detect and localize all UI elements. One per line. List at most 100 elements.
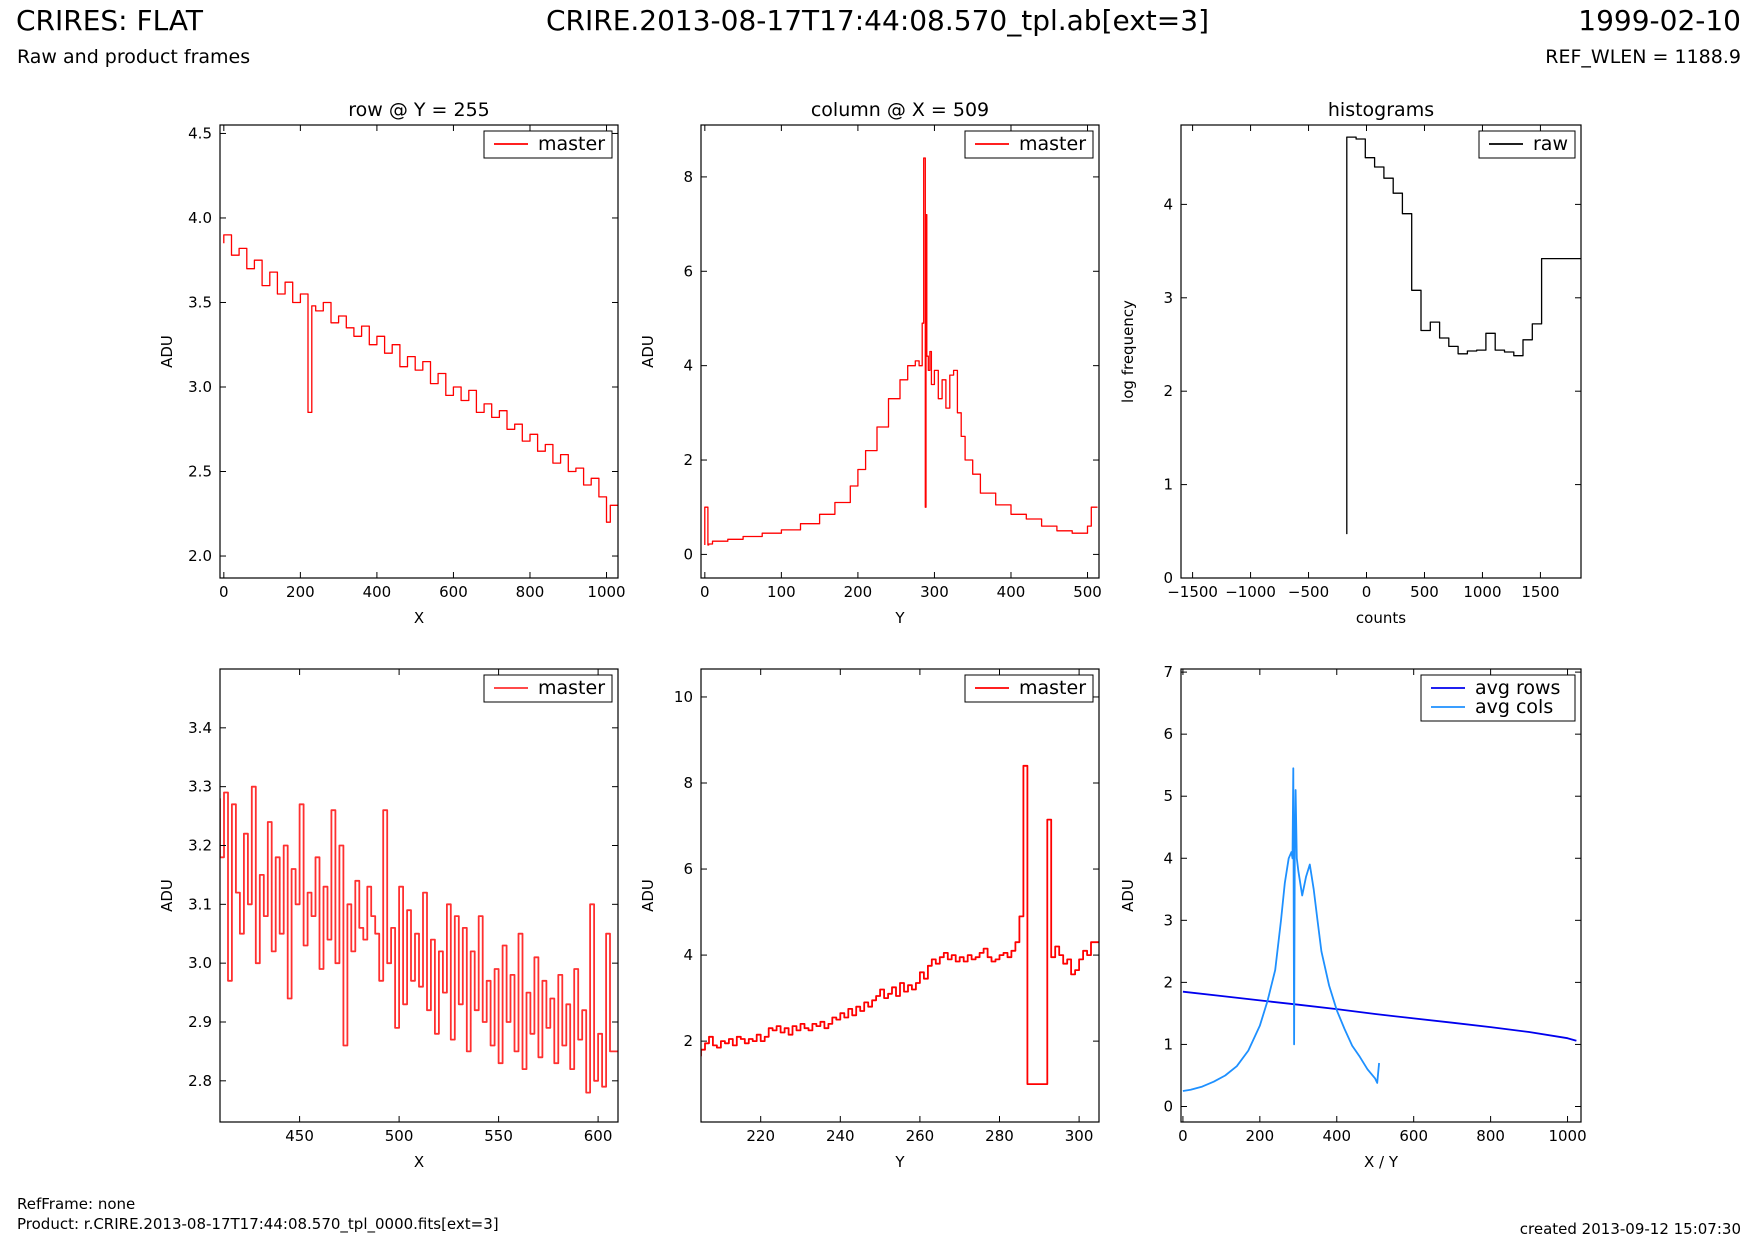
chart-title: histograms: [1328, 99, 1434, 121]
x-tick-label: 550: [484, 1127, 513, 1145]
y-tick-label: 0: [683, 545, 693, 563]
series-line-avg-rows: [1182, 990, 1577, 1042]
x-tick-label: 800: [1476, 1127, 1505, 1145]
series-group: [1346, 136, 1581, 535]
x-tick-label: 300: [920, 583, 949, 601]
plot-frame: [219, 668, 619, 1123]
created-timestamp: created 2013-09-12 15:07:30: [1519, 1220, 1741, 1238]
file-name-title: CRIRE.2013-08-17T17:44:08.570_tpl.ab[ext…: [545, 4, 1209, 37]
chart-row-full: 0 200 400 600 800 1000 2.0 2.5 3.0 3.5 4.0 4.5 row @…: [158, 99, 626, 627]
x-tick-label: 1000: [587, 583, 625, 601]
x-tick-label: 0: [219, 583, 229, 601]
y-tick-label: 4: [683, 946, 693, 964]
chart-column-full: 0 100 200 300 400 500 0 2 4 6 8 column @ X = 509 Y AD…: [639, 99, 1102, 627]
x-tick-label: −1000: [1225, 583, 1276, 601]
legend-box: [1420, 674, 1576, 722]
plot-frame: [700, 668, 1100, 1123]
chart-column-zoom: 220 240 260 280 300 2 4 6 8 10 Y ADU master: [639, 668, 1100, 1171]
x-tick-label: 400: [363, 583, 392, 601]
y-tick-label: 3.0: [188, 378, 212, 396]
y-tick-label: 8: [683, 168, 693, 186]
legend: raw: [1478, 130, 1576, 159]
chart-histograms: −1500 −1000 −500 0 500 1000 1500 0 1 2 3 4 histogram…: [1119, 99, 1582, 627]
x-tick-label: 600: [1399, 1127, 1428, 1145]
chart-row-zoom: 450 500 550 600 2.8 2.9 3.0 3.1 3.2 3.3 3.4 X ADU mas…: [158, 668, 619, 1171]
legend-label: master: [538, 677, 605, 699]
y-tick-label: 1: [1163, 1035, 1173, 1053]
x-tick-label: 260: [906, 1127, 935, 1145]
y-tick-label: 2.0: [188, 547, 212, 565]
y-tick-label: 2.5: [188, 463, 212, 481]
x-axis-label: Y: [894, 609, 905, 627]
chart-averages: 0 200 400 600 800 1000 0 1 2 3 4 5 6 7 X / Y ADU avg row…: [1119, 663, 1587, 1171]
y-tick-label: 10: [674, 688, 693, 706]
x-axis-label: X: [414, 609, 424, 627]
y-tick-label: 4: [1163, 195, 1173, 213]
x-tick-label: 1000: [1548, 1127, 1586, 1145]
y-axis-label: log frequency: [1119, 300, 1137, 403]
y-tick-label: 2: [1163, 382, 1173, 400]
x-tick-label: 300: [1065, 1127, 1094, 1145]
y-axis-label: ADU: [158, 335, 176, 368]
y-tick-label: 8: [683, 774, 693, 792]
figure-title: CRIRES: FLAT: [16, 4, 203, 37]
y-tick-label: 4.5: [188, 124, 212, 142]
y-tick-label: 2.8: [188, 1072, 212, 1090]
x-tick-label: 600: [439, 583, 468, 601]
y-tick-label: 3.2: [188, 836, 212, 854]
x-tick-label: 240: [826, 1127, 855, 1145]
y-tick-label: 3.1: [188, 895, 212, 913]
x-tick-label: 1000: [1463, 583, 1501, 601]
observation-date: 1999-02-10: [1578, 4, 1741, 37]
x-tick-label: 0: [700, 583, 710, 601]
series-group: [701, 764, 1099, 1085]
x-tick-label: 500: [385, 1127, 414, 1145]
plot-frame: [700, 124, 1100, 579]
x-tick-label: 400: [997, 583, 1026, 601]
series-group: [704, 157, 1098, 546]
x-axis-label: X: [414, 1153, 424, 1171]
figure-subtitle: Raw and product frames: [17, 46, 251, 68]
x-axis-label: counts: [1356, 609, 1406, 627]
y-tick-label: 3: [1163, 289, 1173, 307]
x-tick-label: −1500: [1167, 583, 1218, 601]
legend-label: master: [538, 133, 605, 155]
x-tick-label: 400: [1322, 1127, 1351, 1145]
x-tick-label: 280: [985, 1127, 1014, 1145]
x-axis-label: X / Y: [1364, 1153, 1399, 1171]
x-axis-label: Y: [894, 1153, 905, 1171]
y-tick-label: 3: [1163, 911, 1173, 929]
plot-frame: [1180, 668, 1582, 1123]
y-tick-label: 7: [1163, 663, 1173, 681]
x-tick-label: 1500: [1521, 583, 1559, 601]
series-group: [1182, 767, 1577, 1092]
y-tick-label: 3.4: [188, 719, 212, 737]
y-tick-label: 0: [1163, 1097, 1173, 1115]
legend-label: avg rows: [1475, 677, 1560, 699]
product-label: Product: r.CRIRE.2013-08-17T17:44:08.570…: [17, 1215, 499, 1233]
x-tick-label: 200: [844, 583, 873, 601]
x-tick-label: −500: [1288, 583, 1329, 601]
x-tick-label: 450: [285, 1127, 314, 1145]
legend-label: master: [1019, 133, 1086, 155]
series-line-master: [704, 157, 1098, 546]
chart-title: column @ X = 509: [811, 99, 989, 121]
legend-label: raw: [1533, 133, 1568, 155]
x-tick-label: 100: [767, 583, 796, 601]
series-line-avg-cols: [1182, 767, 1380, 1092]
y-tick-label: 6: [683, 860, 693, 878]
series-line-raw: [1346, 136, 1581, 535]
y-tick-label: 6: [683, 262, 693, 280]
series-line-master: [701, 764, 1099, 1085]
y-tick-label: 6: [1163, 725, 1173, 743]
legend: master: [483, 674, 613, 703]
x-tick-label: 0: [1178, 1127, 1188, 1145]
y-tick-label: 4: [1163, 849, 1173, 867]
plot-frame: [219, 124, 619, 579]
y-tick-label: 2: [683, 1032, 693, 1050]
x-tick-label: 500: [1073, 583, 1102, 601]
y-tick-label: 1: [1163, 476, 1173, 494]
y-axis-label: ADU: [158, 879, 176, 912]
